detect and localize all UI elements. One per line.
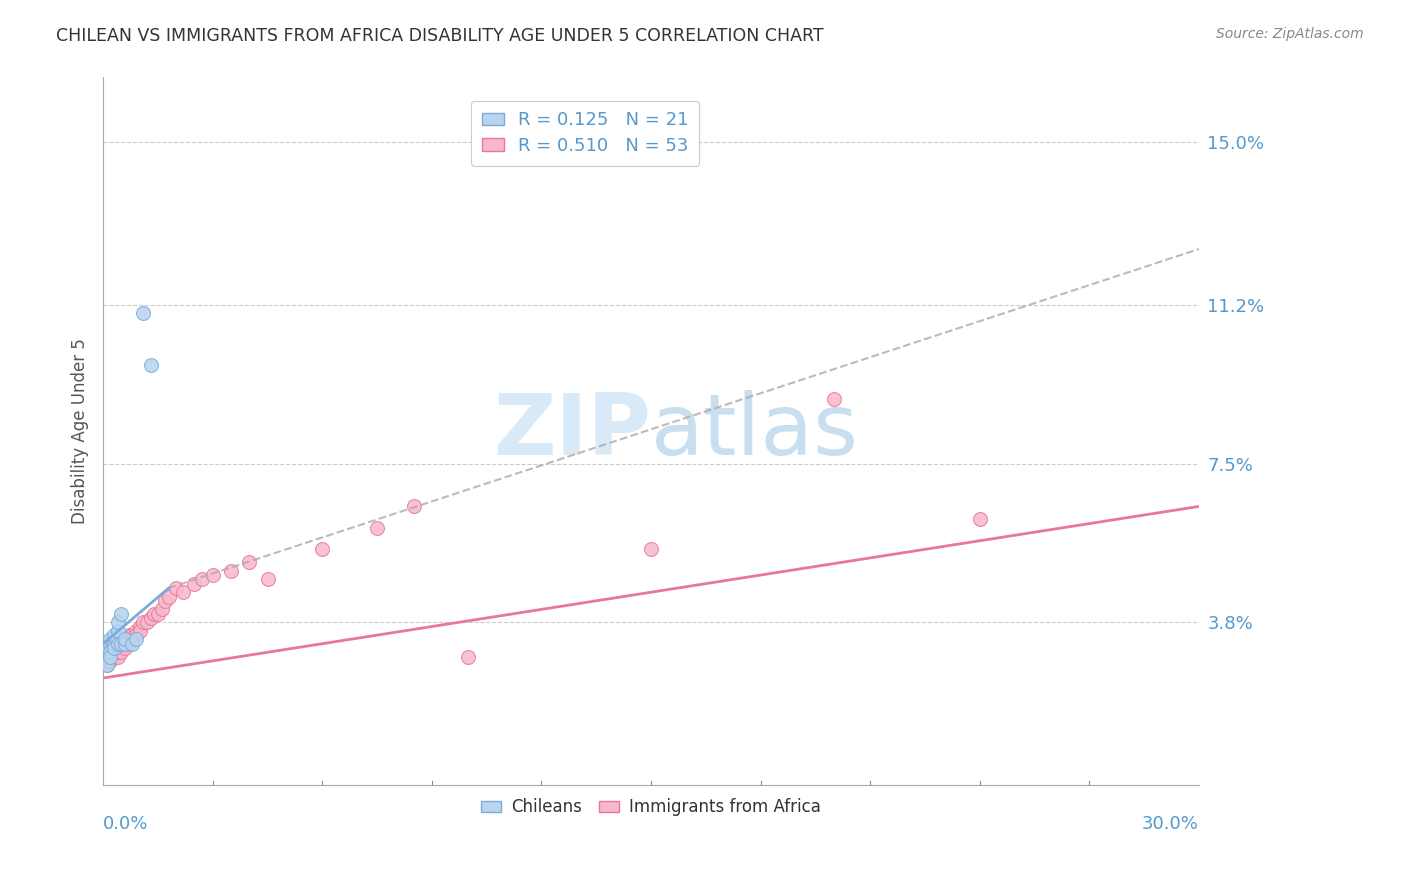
Point — [128, 624, 150, 638]
Point — [121, 637, 143, 651]
Point — [96, 658, 118, 673]
Point — [114, 637, 136, 651]
Point — [114, 632, 136, 647]
Point — [125, 632, 148, 647]
Point — [100, 632, 122, 647]
Point — [103, 640, 125, 655]
Text: Source: ZipAtlas.com: Source: ZipAtlas.com — [1216, 27, 1364, 41]
Point — [121, 628, 143, 642]
Point — [107, 624, 129, 638]
Point — [103, 637, 125, 651]
Point — [100, 645, 122, 659]
Text: atlas: atlas — [651, 390, 859, 473]
Point — [190, 572, 212, 586]
Point — [110, 637, 132, 651]
Point — [146, 607, 169, 621]
Text: CHILEAN VS IMMIGRANTS FROM AFRICA DISABILITY AGE UNDER 5 CORRELATION CHART: CHILEAN VS IMMIGRANTS FROM AFRICA DISABI… — [56, 27, 824, 45]
Point — [311, 542, 333, 557]
Point — [125, 624, 148, 638]
Point — [96, 649, 118, 664]
Point — [823, 392, 845, 407]
Point — [640, 542, 662, 557]
Point — [107, 645, 129, 659]
Point — [103, 637, 125, 651]
Point — [96, 645, 118, 659]
Point — [118, 628, 141, 642]
Point — [107, 649, 129, 664]
Point — [132, 615, 155, 630]
Point — [100, 649, 122, 664]
Point — [107, 615, 129, 630]
Point — [100, 645, 122, 659]
Point — [238, 555, 260, 569]
Point — [96, 658, 118, 673]
Point — [366, 521, 388, 535]
Point — [96, 640, 118, 655]
Point — [103, 628, 125, 642]
Point — [103, 645, 125, 659]
Point — [107, 637, 129, 651]
Text: ZIP: ZIP — [494, 390, 651, 473]
Point — [150, 602, 173, 616]
Point — [107, 640, 129, 655]
Point — [100, 637, 122, 651]
Point — [100, 649, 122, 664]
Point — [128, 619, 150, 633]
Point — [132, 306, 155, 320]
Point — [96, 649, 118, 664]
Point — [155, 594, 177, 608]
Point — [219, 564, 242, 578]
Point — [118, 637, 141, 651]
Text: 0.0%: 0.0% — [103, 815, 149, 833]
Point — [183, 576, 205, 591]
Point — [165, 581, 187, 595]
Point — [110, 640, 132, 655]
Point — [114, 632, 136, 647]
Legend: Chileans, Immigrants from Africa: Chileans, Immigrants from Africa — [475, 791, 828, 823]
Point — [402, 500, 425, 514]
Point — [457, 649, 479, 664]
Point — [157, 590, 180, 604]
Point — [100, 654, 122, 668]
Point — [103, 640, 125, 655]
Y-axis label: Disability Age Under 5: Disability Age Under 5 — [72, 338, 89, 524]
Point — [969, 512, 991, 526]
Point — [121, 632, 143, 647]
Point — [201, 568, 224, 582]
Point — [110, 645, 132, 659]
Point — [118, 632, 141, 647]
Point — [125, 628, 148, 642]
Point — [136, 615, 159, 630]
Point — [114, 637, 136, 651]
Point — [173, 585, 195, 599]
Point — [100, 640, 122, 655]
Point — [143, 607, 166, 621]
Point — [139, 611, 162, 625]
Point — [110, 607, 132, 621]
Point — [96, 654, 118, 668]
Point — [110, 637, 132, 651]
Point — [256, 572, 278, 586]
Text: 30.0%: 30.0% — [1142, 815, 1199, 833]
Point — [103, 649, 125, 664]
Point — [114, 640, 136, 655]
Point — [139, 358, 162, 372]
